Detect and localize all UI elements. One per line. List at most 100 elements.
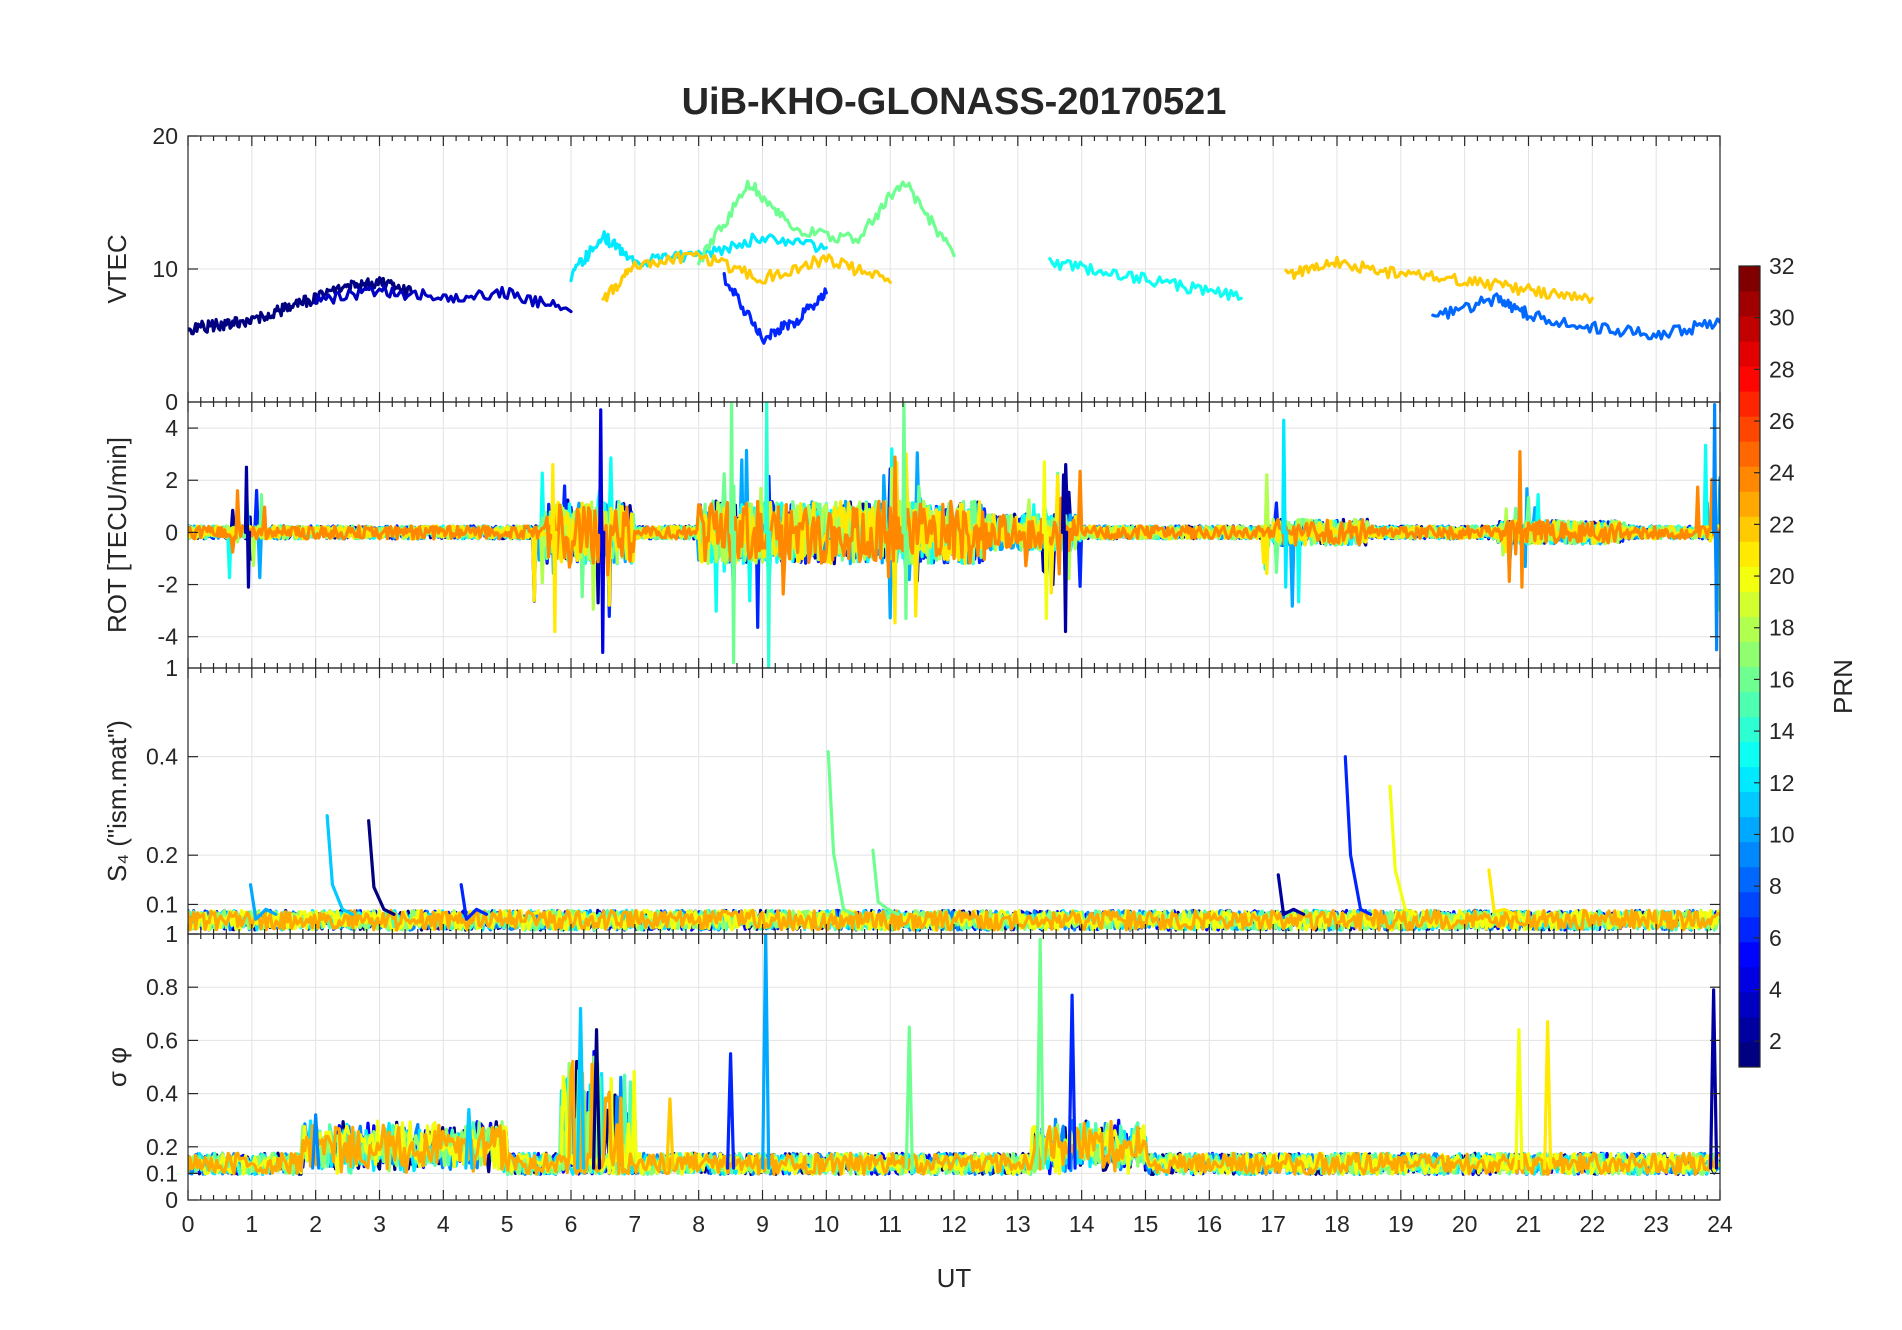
chart-title: UiB-KHO-GLONASS-20170521 [682,81,1227,123]
colorbar-swatch [1739,366,1760,392]
y-tick-label: 0 [165,1187,178,1213]
vtec-series-prn-6 [722,272,828,345]
x-tick-label: 17 [1260,1211,1286,1237]
x-tick-label: 6 [565,1211,578,1237]
sigma-phi-peak [1035,937,1045,1170]
x-tick-label: 23 [1643,1211,1669,1237]
colorbar-swatch [1739,541,1760,567]
colorbar-swatch [1739,391,1760,417]
x-tick-label: 2 [309,1211,322,1237]
x-tick-label: 8 [692,1211,705,1237]
colorbar-swatch [1739,316,1760,342]
rot-spike [1041,460,1049,621]
colorbar-swatch [1739,841,1760,868]
rot-spike [243,465,252,589]
s4-series-prn-23 [188,908,1720,932]
y-tick-label: 0.8 [146,974,178,1000]
colorbar-tick-label: 10 [1769,821,1795,847]
x-tick-label: 13 [1005,1211,1031,1237]
x-tick-label: 4 [437,1211,450,1237]
colorbar-tick-label: 12 [1769,770,1795,796]
colorbar-swatch [1739,1016,1760,1043]
colorbar-swatch [1739,291,1760,317]
rot-spike [728,402,737,665]
y-tick-label: 1 [165,921,178,947]
x-tick-label: 21 [1516,1211,1542,1237]
colorbar-tick-label: 22 [1769,511,1795,537]
colorbar-tick-label: 14 [1769,718,1795,744]
colorbar: 32 30 28 26 24 22 20 18 16 14 12 10 8 6 4 2 PRN [1738,253,1858,1068]
panel-1: 20 10 VTEC [102,123,1721,403]
colorbar-swatch [1739,966,1760,993]
sigma-phi-peak [1543,1020,1553,1170]
panel-4: 1 0.8 0.6 0.4 0.20.10 σ φ [102,921,1721,1213]
colorbar-swatch [1739,641,1760,667]
x-axis-label: UT [937,1263,972,1293]
colorbar-swatch [1739,441,1760,467]
y-tick-label: 10 [152,256,178,282]
rot-spike [764,402,772,668]
traces [188,179,1720,345]
rot-spike [1712,403,1720,652]
colorbar-swatch [1739,691,1760,717]
sigma-phi-peak [1709,988,1719,1170]
y-tick-label: 4 [165,415,178,441]
colorbar-swatch [1739,616,1760,642]
sigma-phi-peak [1067,993,1077,1170]
panel-2: 4 2 0 -2 -4 0 ROT [TECU/min] [102,389,1721,669]
rot-spike [1060,473,1069,634]
x-tick-label: 18 [1324,1211,1350,1237]
x-tick-label: 19 [1388,1211,1414,1237]
sigma-phi-peak [311,1113,321,1170]
colorbar-tick-label: 2 [1769,1028,1782,1054]
y-tick-label: 0.4 [146,1081,178,1107]
colorbar-swatch [1739,266,1760,292]
y-tick-label-top: 1 [165,655,178,681]
colorbar-tick-label: 16 [1769,666,1795,692]
x-tick-label: 22 [1580,1211,1606,1237]
y-tick-label: 0.1 [146,1160,178,1186]
rot-spike [598,408,606,654]
panel-3: 0.4 0.2 0.1 1 S₄ ("ism.mat") [102,655,1721,935]
sigma-phi-peak [591,1028,602,1170]
colorbar-tick-label: 28 [1769,356,1795,382]
colorbar-swatch [1739,941,1760,968]
colorbar-swatch [1739,1042,1760,1068]
rot-spike [1281,418,1289,589]
colorbar-tick-label: 32 [1769,253,1795,279]
s4-peak [1487,868,1516,916]
x-tick-label: 11 [878,1211,902,1237]
s4-peak [826,750,856,916]
colorbar-swatch [1739,591,1760,617]
traces [188,750,1720,932]
colorbar-swatch [1739,766,1760,793]
colorbar-swatch [1739,466,1760,492]
x-tick-label: 14 [1069,1211,1095,1237]
rot-spike [1517,449,1525,589]
colorbar-tick-label: 24 [1769,460,1795,486]
sigma-phi-peak [761,934,771,1170]
vtec-series-prn-22 [1284,255,1594,304]
y-tick-label: 0.2 [146,842,178,868]
s4-peak [871,848,900,916]
colorbar-swatch [1739,991,1760,1018]
colorbar-tick-label: 6 [1769,925,1782,951]
x-tick-label: 10 [814,1211,840,1237]
colorbar-tick-label: 20 [1769,563,1795,589]
colorbar-swatch [1739,791,1760,818]
s4-peak [325,814,355,916]
colorbar-tick-label: 4 [1769,976,1782,1002]
y-tick-label: -4 [158,624,179,650]
colorbar-tick-label: 30 [1769,305,1795,331]
colorbar-swatch [1739,566,1760,592]
s4-peak [367,819,396,916]
x-tick-label: 7 [628,1211,641,1237]
colorbar-tick-label: 18 [1769,615,1795,641]
colorbar-swatch [1739,916,1760,943]
y-axis-label: σ φ [102,1047,132,1087]
sigma-phi-peak [904,1025,914,1170]
x-tick-label: 15 [1133,1211,1159,1237]
x-tick-label: 16 [1197,1211,1223,1237]
